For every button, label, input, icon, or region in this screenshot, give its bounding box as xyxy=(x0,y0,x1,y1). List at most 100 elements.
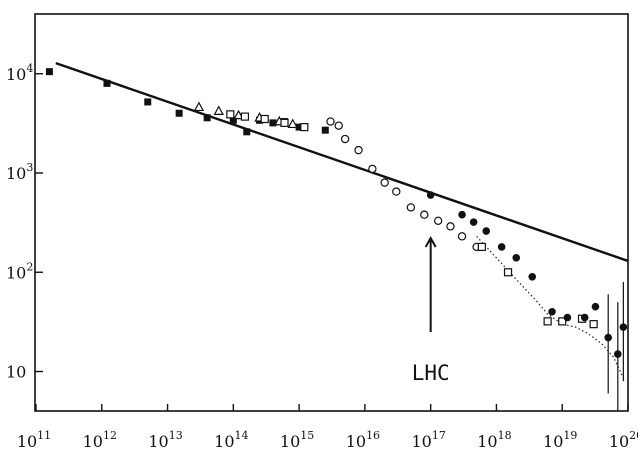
marks-layer xyxy=(45,68,628,358)
x-tick-exponent: 11 xyxy=(37,429,51,442)
data-point-filled-circle xyxy=(604,333,612,342)
data-point-filled-circle xyxy=(458,210,466,219)
data-point-open-square xyxy=(543,317,552,326)
x-tick-exponent: 15 xyxy=(300,429,314,442)
data-point-open-circle xyxy=(326,117,335,126)
annotation-label: LHC xyxy=(412,361,450,385)
data-point-filled-circle xyxy=(426,191,435,199)
data-point-filled-circle xyxy=(614,350,622,358)
data-point-filled-circle xyxy=(528,272,537,281)
x-tick-label: 1014 xyxy=(214,429,248,451)
data-point-open-circle xyxy=(457,232,467,241)
data-point-open-square xyxy=(260,114,269,124)
data-point-filled-square xyxy=(229,116,237,124)
y-tick-label: 10 xyxy=(6,363,26,382)
x-tick-label: 1011 xyxy=(17,429,51,451)
y-tick-exponent: 2 xyxy=(26,260,33,273)
x-tick-exponent: 19 xyxy=(563,429,577,442)
annotation-arrow-head xyxy=(424,235,437,248)
data-point-filled-circle xyxy=(580,313,589,322)
y-tick-label: 104 xyxy=(6,62,33,84)
x-tick-label: 1013 xyxy=(148,429,182,451)
x-tick-exponent: 16 xyxy=(366,429,380,442)
data-point-open-square xyxy=(589,320,598,329)
y-tick-label: 102 xyxy=(6,260,33,282)
x-tick-label: 1018 xyxy=(477,429,511,451)
data-point-open-square xyxy=(280,118,289,127)
data-point-filled-square xyxy=(243,128,251,136)
data-point-filled-square xyxy=(103,79,111,87)
x-tick-base: 10 xyxy=(346,432,366,451)
fit-line xyxy=(55,61,629,263)
data-point-open-circle xyxy=(334,121,343,130)
data-point-filled-circle xyxy=(548,307,556,316)
curves-layer xyxy=(55,61,629,411)
y-tick-base: 10 xyxy=(6,65,26,84)
data-point-open-circle xyxy=(380,178,389,187)
data-point-open-square xyxy=(503,268,513,277)
x-tick-base: 10 xyxy=(17,432,37,451)
y-tick-base: 10 xyxy=(6,164,26,183)
data-point-filled-square xyxy=(321,126,329,134)
data-point-open-square xyxy=(300,123,309,132)
data-point-filled-square xyxy=(203,114,211,122)
x-tick-label: 1019 xyxy=(543,429,577,451)
x-tick-exponent: 20 xyxy=(629,429,638,442)
x-tick-label: 1016 xyxy=(346,429,380,451)
data-point-open-triangle xyxy=(193,101,205,112)
x-tick-exponent: 18 xyxy=(498,429,512,442)
data-point-open-circle xyxy=(340,134,350,144)
data-point-filled-square xyxy=(175,109,183,117)
data-point-filled-square xyxy=(269,119,277,127)
x-tick-base: 10 xyxy=(543,432,563,451)
data-point-filled-circle xyxy=(512,253,521,262)
data-point-open-triangle xyxy=(287,118,298,129)
data-point-open-triangle xyxy=(233,109,244,120)
y-tick-base: 10 xyxy=(6,363,26,382)
data-point-open-square xyxy=(477,242,486,252)
x-tick-label: 1020 xyxy=(609,429,638,451)
data-point-filled-circle xyxy=(591,302,600,311)
data-point-filled-circle xyxy=(469,218,478,226)
x-tick-base: 10 xyxy=(609,432,629,451)
data-point-open-circle xyxy=(433,216,443,225)
data-point-open-square xyxy=(240,112,250,121)
data-point-filled-circle xyxy=(619,323,628,331)
y-tick-base: 10 xyxy=(6,263,26,282)
data-point-filled-circle xyxy=(497,243,506,251)
data-point-open-square xyxy=(226,110,235,119)
x-tick-exponent: 17 xyxy=(432,429,446,442)
x-tick-base: 10 xyxy=(214,432,234,451)
data-point-filled-square xyxy=(45,68,53,76)
y-tick-label: 103 xyxy=(6,161,33,183)
x-tick-exponent: 14 xyxy=(235,429,249,442)
data-point-open-circle xyxy=(392,187,401,196)
data-point-filled-square xyxy=(144,98,152,106)
data-point-filled-circle xyxy=(563,313,572,322)
data-point-filled-circle xyxy=(482,227,491,235)
data-point-filled-square xyxy=(295,123,303,131)
x-tick-exponent: 13 xyxy=(169,429,183,442)
data-point-open-square xyxy=(558,317,567,326)
data-point-open-circle xyxy=(368,164,377,174)
x-tick-base: 10 xyxy=(477,432,497,451)
data-point-open-circle xyxy=(354,145,363,155)
plot-frame xyxy=(34,13,629,412)
ticks-layer: 1011101210131014101510161017101810191020… xyxy=(6,62,638,451)
x-tick-base: 10 xyxy=(411,432,431,451)
data-point-open-circle xyxy=(446,222,455,231)
x-tick-exponent: 12 xyxy=(103,429,117,442)
x-tick-label: 1017 xyxy=(411,429,445,451)
annotation-layer: LHC xyxy=(412,235,450,385)
x-tick-label: 1012 xyxy=(83,429,117,451)
x-tick-base: 10 xyxy=(280,432,300,451)
x-tick-label: 1015 xyxy=(280,429,314,451)
y-tick-exponent: 4 xyxy=(26,62,33,75)
data-point-open-triangle xyxy=(213,105,224,115)
x-tick-base: 10 xyxy=(148,432,168,451)
x-tick-base: 10 xyxy=(83,432,103,451)
data-point-open-circle xyxy=(420,210,429,219)
y-tick-exponent: 3 xyxy=(26,161,33,174)
data-point-open-circle xyxy=(406,203,416,212)
